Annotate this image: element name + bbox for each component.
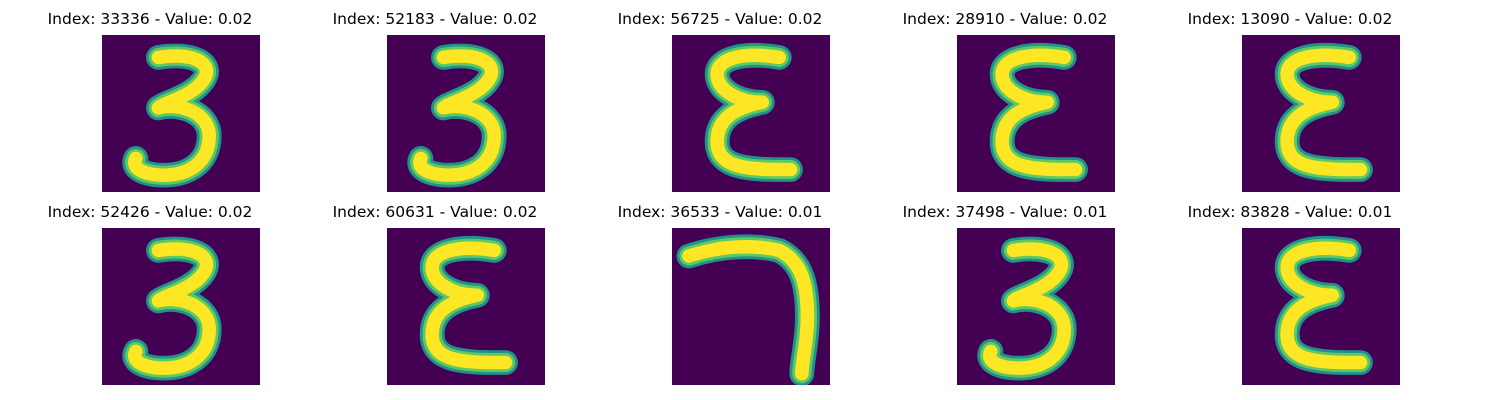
digit-image <box>387 35 545 192</box>
digit-stroke <box>995 48 1083 177</box>
digit-image <box>957 35 1115 192</box>
panel-title: Index: 37498 - Value: 0.01 <box>902 203 1108 221</box>
digit-stroke <box>128 242 216 375</box>
image-panel: Index: 28910 - Value: 0.02 <box>855 0 1155 192</box>
panel-title: Index: 60631 - Value: 0.02 <box>332 203 538 221</box>
panel-title: Index: 52426 - Value: 0.02 <box>47 203 253 221</box>
panel-title: Index: 28910 - Value: 0.02 <box>902 10 1108 28</box>
digit-stroke <box>1280 48 1368 177</box>
digit-image <box>957 228 1115 385</box>
digit-image <box>102 228 260 385</box>
image-panel: Index: 13090 - Value: 0.02 <box>1140 0 1440 192</box>
digit-stroke <box>710 48 798 177</box>
digit-image <box>672 228 830 385</box>
digit-stroke <box>983 242 1071 375</box>
panel-title: Index: 52183 - Value: 0.02 <box>332 10 538 28</box>
digit-image <box>102 35 260 192</box>
image-panel: Index: 83828 - Value: 0.01 <box>1140 193 1440 385</box>
digit-stroke <box>413 49 501 182</box>
digit-stroke <box>682 240 815 381</box>
image-panel: Index: 56725 - Value: 0.02 <box>570 0 870 192</box>
panel-title: Index: 56725 - Value: 0.02 <box>617 10 823 28</box>
panel-title: Index: 36533 - Value: 0.01 <box>617 203 823 221</box>
digit-stroke <box>128 49 216 182</box>
image-panel: Index: 36533 - Value: 0.01 <box>570 193 870 385</box>
panel-title: Index: 13090 - Value: 0.02 <box>1187 10 1393 28</box>
image-panel: Index: 60631 - Value: 0.02 <box>285 193 585 385</box>
panel-title: Index: 83828 - Value: 0.01 <box>1187 203 1393 221</box>
digit-image <box>1242 35 1400 192</box>
image-panel: Index: 37498 - Value: 0.01 <box>855 193 1155 385</box>
panel-title: Index: 33336 - Value: 0.02 <box>47 10 253 28</box>
image-panel: Index: 33336 - Value: 0.02 <box>0 0 300 192</box>
digit-stroke <box>1280 241 1368 370</box>
image-panel: Index: 52183 - Value: 0.02 <box>285 0 585 192</box>
image-panel: Index: 52426 - Value: 0.02 <box>0 193 300 385</box>
digit-image <box>1242 228 1400 385</box>
digit-image <box>387 228 545 385</box>
digit-stroke <box>425 241 513 370</box>
digit-image <box>672 35 830 192</box>
